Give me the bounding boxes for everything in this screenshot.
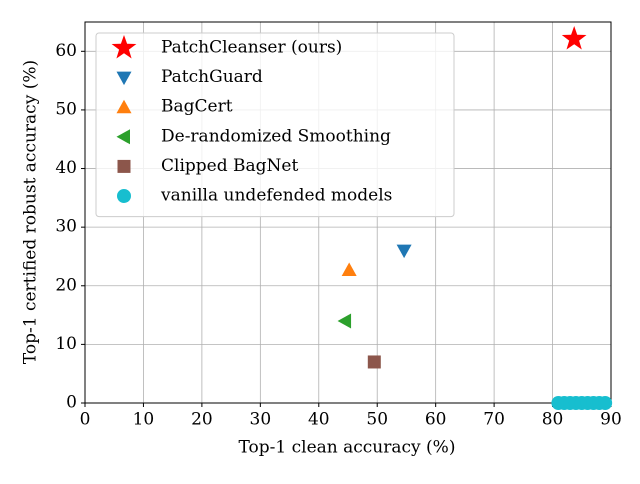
legend-label: Clipped BagNet [161,156,298,176]
x-tick-label: 60 [425,410,447,430]
marker-square [367,355,381,369]
marker-triangle [337,313,352,329]
marker-square [117,159,131,173]
x-tick-label: 40 [308,410,330,430]
marker-circle [117,189,131,203]
plot-frame [84,21,612,404]
marker-triangle [341,262,357,276]
marker-triangle [396,244,412,259]
y-axis-label: Top-1 certified robust accuracy (%) [21,60,41,364]
x-tick-label: 90 [600,410,622,430]
legend-label: PatchCleanser (ours) [161,38,342,58]
marker-triangle [116,71,132,86]
y-tick-label: 60 [55,41,77,61]
x-tick-label: 20 [191,410,213,430]
marker-star [561,26,587,50]
y-tick-label: 10 [55,334,77,354]
x-tick-label: 70 [483,410,505,430]
y-tick-label: 30 [55,217,77,237]
x-axis-label: Top-1 clean accuracy (%) [239,438,456,458]
marker-triangle [116,129,130,145]
y-tick-label: 40 [55,158,77,178]
x-tick-label: 10 [133,410,155,430]
legend-label: BagCert [161,97,233,117]
legend-label: PatchGuard [161,67,263,87]
x-tick-label: 80 [542,410,564,430]
x-tick-label: 0 [80,410,91,430]
marker-circle [598,396,613,410]
legend-box [95,32,455,218]
marker-star [111,35,137,59]
legend-label: De-randomized Smoothing [161,126,391,146]
x-tick-label: 30 [250,410,272,430]
legend-label: vanilla undefended models [160,186,392,206]
y-tick-label: 20 [55,275,77,295]
marker-triangle [116,99,132,114]
y-tick-label: 50 [55,99,77,119]
x-tick-label: 50 [366,410,388,430]
y-tick-label: 0 [66,393,77,413]
